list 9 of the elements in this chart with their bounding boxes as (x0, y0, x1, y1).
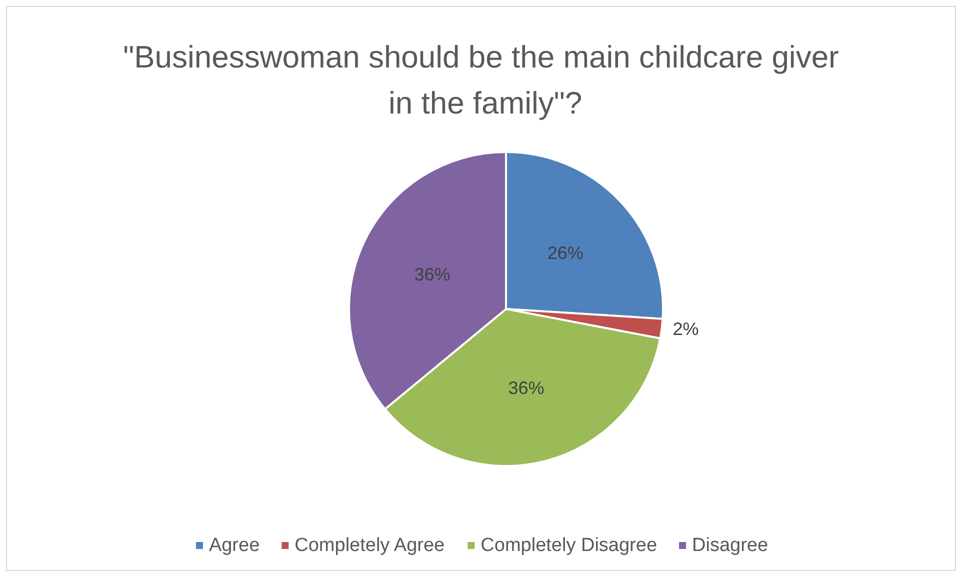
legend-label: Completely Agree (294, 535, 445, 556)
legend-label: Disagree (692, 535, 768, 556)
data-label: 36% (508, 378, 544, 398)
data-label: 26% (547, 243, 584, 264)
data-label: 36% (414, 264, 450, 284)
data-label: 2% (672, 319, 699, 340)
chart-title: "Businesswoman should be the main childcare giver in the family"? (123, 40, 839, 120)
legend-label: Agree (208, 535, 260, 556)
legend-label: Completely Disagree (480, 535, 658, 556)
